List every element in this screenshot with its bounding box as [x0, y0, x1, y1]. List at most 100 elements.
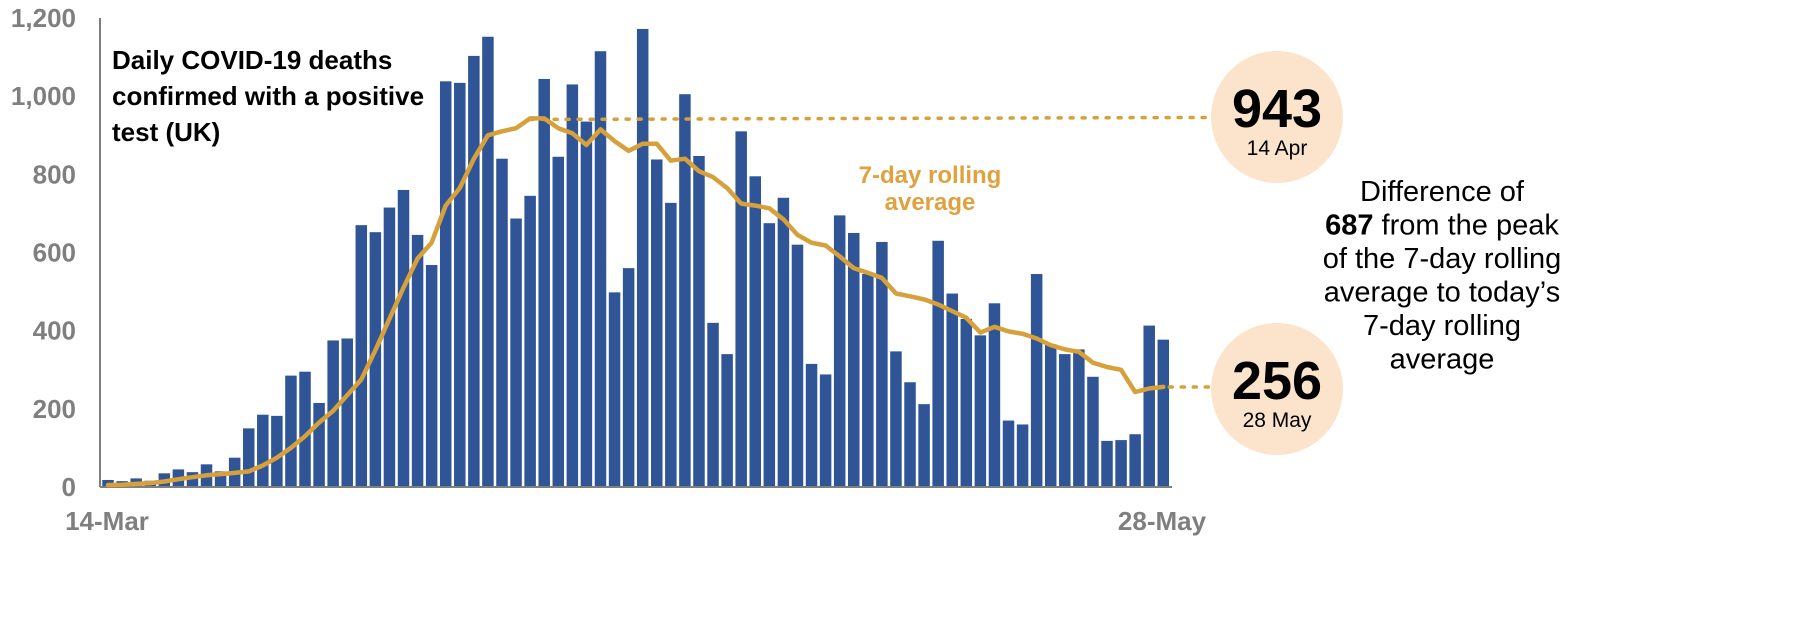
bar	[510, 218, 522, 487]
bar	[341, 338, 353, 487]
bar	[566, 84, 579, 488]
bar	[468, 55, 480, 488]
peak-reference-line	[528, 115, 1214, 122]
bar	[369, 232, 382, 487]
bar	[1030, 273, 1043, 487]
bar	[819, 374, 832, 487]
bar	[186, 472, 199, 487]
difference-text: 7-day rolling	[1363, 310, 1521, 342]
bar	[833, 215, 846, 487]
difference-text-line: average to today’s	[1324, 277, 1560, 309]
difference-text-line: Difference of	[1360, 176, 1525, 208]
difference-value: 687	[1325, 210, 1373, 242]
bar	[496, 158, 508, 487]
bar	[1016, 424, 1029, 487]
bar	[932, 240, 944, 487]
reference-lines-group	[528, 115, 1214, 389]
axes-group: 0 200 400 600 800 1,000 1,200 14-Mar 28-May	[11, 3, 1207, 536]
bar	[974, 335, 987, 487]
chart-title-line: confirmed with a positive	[112, 81, 424, 111]
bar	[1044, 344, 1057, 487]
bar	[665, 202, 677, 487]
y-tick-label: 0	[62, 472, 76, 502]
bar	[1129, 434, 1141, 487]
bar	[538, 78, 550, 487]
bar	[524, 195, 536, 487]
bar	[271, 415, 283, 487]
bar	[1115, 440, 1127, 487]
difference-text: Difference of	[1360, 176, 1525, 208]
bar	[805, 363, 818, 487]
rolling-average-label: average	[885, 189, 976, 216]
bar	[777, 197, 790, 488]
bar	[242, 428, 255, 487]
bar	[285, 375, 297, 487]
bar	[960, 318, 973, 487]
peak-circle	[1211, 51, 1343, 183]
bar	[1143, 325, 1155, 487]
bar	[890, 351, 902, 487]
rolling-average-line	[105, 116, 1166, 488]
current-circle	[1211, 323, 1343, 455]
bar	[847, 232, 860, 487]
bar	[791, 244, 804, 487]
x-tick-label: 14-Mar	[65, 506, 149, 536]
bar	[439, 81, 452, 487]
bar	[454, 82, 466, 488]
bar	[257, 414, 269, 487]
bar	[735, 131, 747, 487]
bar	[988, 303, 1001, 487]
bar	[425, 265, 438, 487]
difference-text-line: of the 7-day rolling	[1323, 243, 1562, 275]
bar	[636, 28, 649, 488]
bar	[918, 404, 930, 487]
difference-text: from the peak	[1374, 210, 1560, 242]
bar	[749, 176, 762, 487]
rolling-average-label: 7-day rolling	[859, 162, 1002, 189]
bar	[622, 268, 635, 487]
bar	[1073, 349, 1085, 487]
peak-date: 14 Apr	[1247, 137, 1308, 160]
y-tick-label: 1,200	[11, 3, 76, 33]
chart-title-line: Daily COVID-19 deaths	[112, 45, 392, 75]
bar	[552, 156, 565, 487]
bar	[214, 471, 227, 487]
bars-group	[102, 28, 1170, 488]
bar	[1157, 339, 1170, 487]
difference-text-line: 687 from the peak	[1325, 210, 1559, 242]
bar	[299, 371, 311, 487]
bar	[1059, 354, 1071, 487]
bar	[355, 225, 368, 487]
bar	[594, 51, 607, 488]
chart-title-line: test (UK)	[112, 117, 220, 147]
bar	[580, 121, 593, 487]
y-tick-label: 800	[33, 159, 76, 189]
y-tick-label: 200	[33, 394, 76, 424]
bar	[876, 241, 888, 487]
bar	[679, 94, 691, 488]
bar	[411, 234, 424, 487]
bar	[397, 189, 410, 487]
difference-text-line: 7-day rolling	[1363, 310, 1521, 342]
bar	[1101, 440, 1113, 487]
bar	[651, 159, 663, 487]
bar	[904, 382, 916, 487]
bar	[862, 273, 874, 487]
bar	[383, 207, 396, 487]
bar	[313, 402, 325, 487]
bar	[946, 293, 958, 487]
bar	[1087, 376, 1099, 487]
bar	[721, 354, 733, 487]
bar	[1002, 420, 1015, 487]
bar	[482, 36, 494, 487]
x-tick-label: 28-May	[1118, 506, 1207, 536]
text-group: Daily COVID-19 deaths confirmed with a po…	[112, 45, 1561, 455]
y-tick-label: 400	[33, 316, 76, 346]
rolling-average-group	[105, 116, 1166, 488]
current-value: 256	[1232, 351, 1322, 411]
bar	[693, 155, 705, 487]
difference-text: of the 7-day rolling	[1323, 243, 1562, 275]
peak-value: 943	[1232, 79, 1322, 139]
difference-text: average	[1390, 344, 1495, 376]
